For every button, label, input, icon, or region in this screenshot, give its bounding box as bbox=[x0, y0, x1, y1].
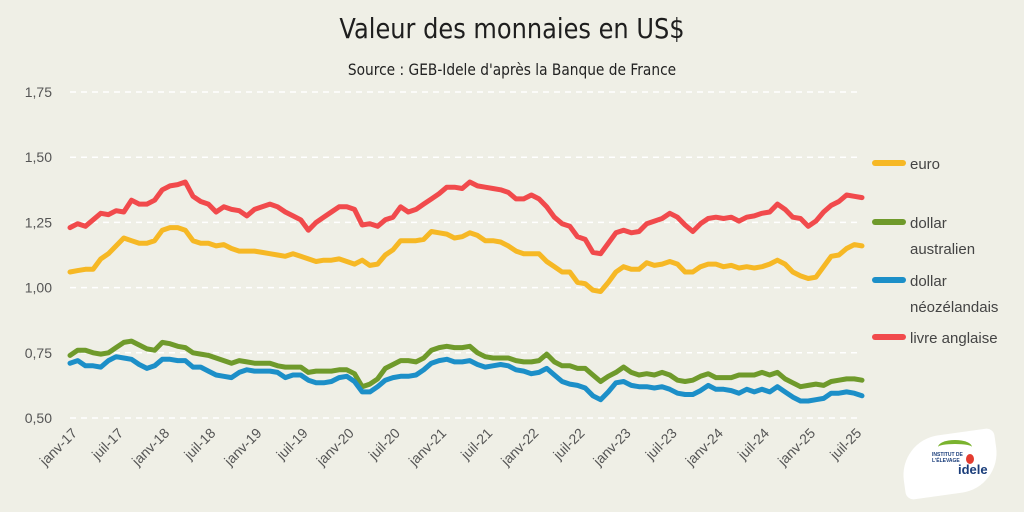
logo-drop-icon bbox=[966, 454, 974, 464]
legend-label-dollar-neozelandais: dollar néozélandais bbox=[910, 273, 999, 316]
x-tick-label: janv-23 bbox=[589, 425, 634, 470]
chart-subtitle: Source : GEB-Idele d'après la Banque de … bbox=[347, 60, 677, 79]
legend-swatch-euro bbox=[872, 160, 906, 167]
chart-title: Valeur des monnaies en US$ bbox=[339, 12, 685, 45]
legend-label-euro: euro bbox=[910, 156, 941, 173]
legend-item-dollar-australien: dollar australien bbox=[872, 211, 975, 263]
x-tick-label: janv-24 bbox=[682, 425, 727, 470]
x-tick-label: juil-18 bbox=[180, 425, 219, 464]
x-tick-label: janv-21 bbox=[405, 425, 450, 470]
x-tick-label: juil-17 bbox=[88, 425, 127, 464]
legend-swatch-livre-anglaise bbox=[872, 334, 906, 341]
legend-item-livre-anglaise: livre anglaise bbox=[872, 326, 998, 352]
x-tick-label: juil-24 bbox=[734, 425, 773, 464]
x-tick-label: juil-25 bbox=[826, 425, 865, 464]
y-tick-label: 0,75 bbox=[25, 345, 52, 361]
legend-item-euro: euro bbox=[872, 152, 940, 178]
x-tick-label: janv-20 bbox=[312, 425, 357, 470]
y-tick-label: 1,25 bbox=[25, 214, 52, 230]
legend-label-dollar-australien: dollar australien bbox=[910, 215, 976, 258]
series-line-livre-anglaise bbox=[67, 179, 865, 257]
logo-leaf-icon bbox=[938, 440, 972, 454]
y-tick-label: 1,50 bbox=[25, 149, 52, 165]
x-tick-label: juil-23 bbox=[641, 425, 680, 464]
x-tick-label: janv-22 bbox=[497, 425, 542, 470]
legend-swatch-dollar-australien bbox=[872, 219, 906, 226]
series-line-dollar-australien bbox=[67, 338, 865, 390]
y-tick-label: 1,00 bbox=[25, 280, 52, 296]
logo-text: INSTITUT DE L'ÉLEVAGE idele bbox=[932, 452, 988, 477]
series-line-dollar-néozélandais bbox=[67, 354, 865, 404]
y-tick-label: 0,50 bbox=[25, 410, 52, 426]
x-tick-label: juil-19 bbox=[272, 425, 311, 464]
legend-item-dollar-neozelandais: dollar néozélandais bbox=[872, 269, 998, 321]
x-tick-label: juil-22 bbox=[549, 425, 588, 464]
x-tick-label: janv-18 bbox=[128, 425, 173, 470]
legend-label-livre-anglaise: livre anglaise bbox=[910, 330, 998, 347]
x-tick-label: janv-17 bbox=[36, 425, 81, 470]
y-tick-label: 1,75 bbox=[25, 84, 52, 100]
legend-swatch-dollar-neozelandais bbox=[872, 277, 906, 284]
x-tick-label: juil-20 bbox=[365, 425, 404, 464]
series-line-euro bbox=[67, 225, 865, 294]
x-tick-label: janv-19 bbox=[220, 425, 265, 470]
x-tick-label: juil-21 bbox=[457, 425, 496, 464]
x-tick-label: janv-25 bbox=[774, 425, 819, 470]
